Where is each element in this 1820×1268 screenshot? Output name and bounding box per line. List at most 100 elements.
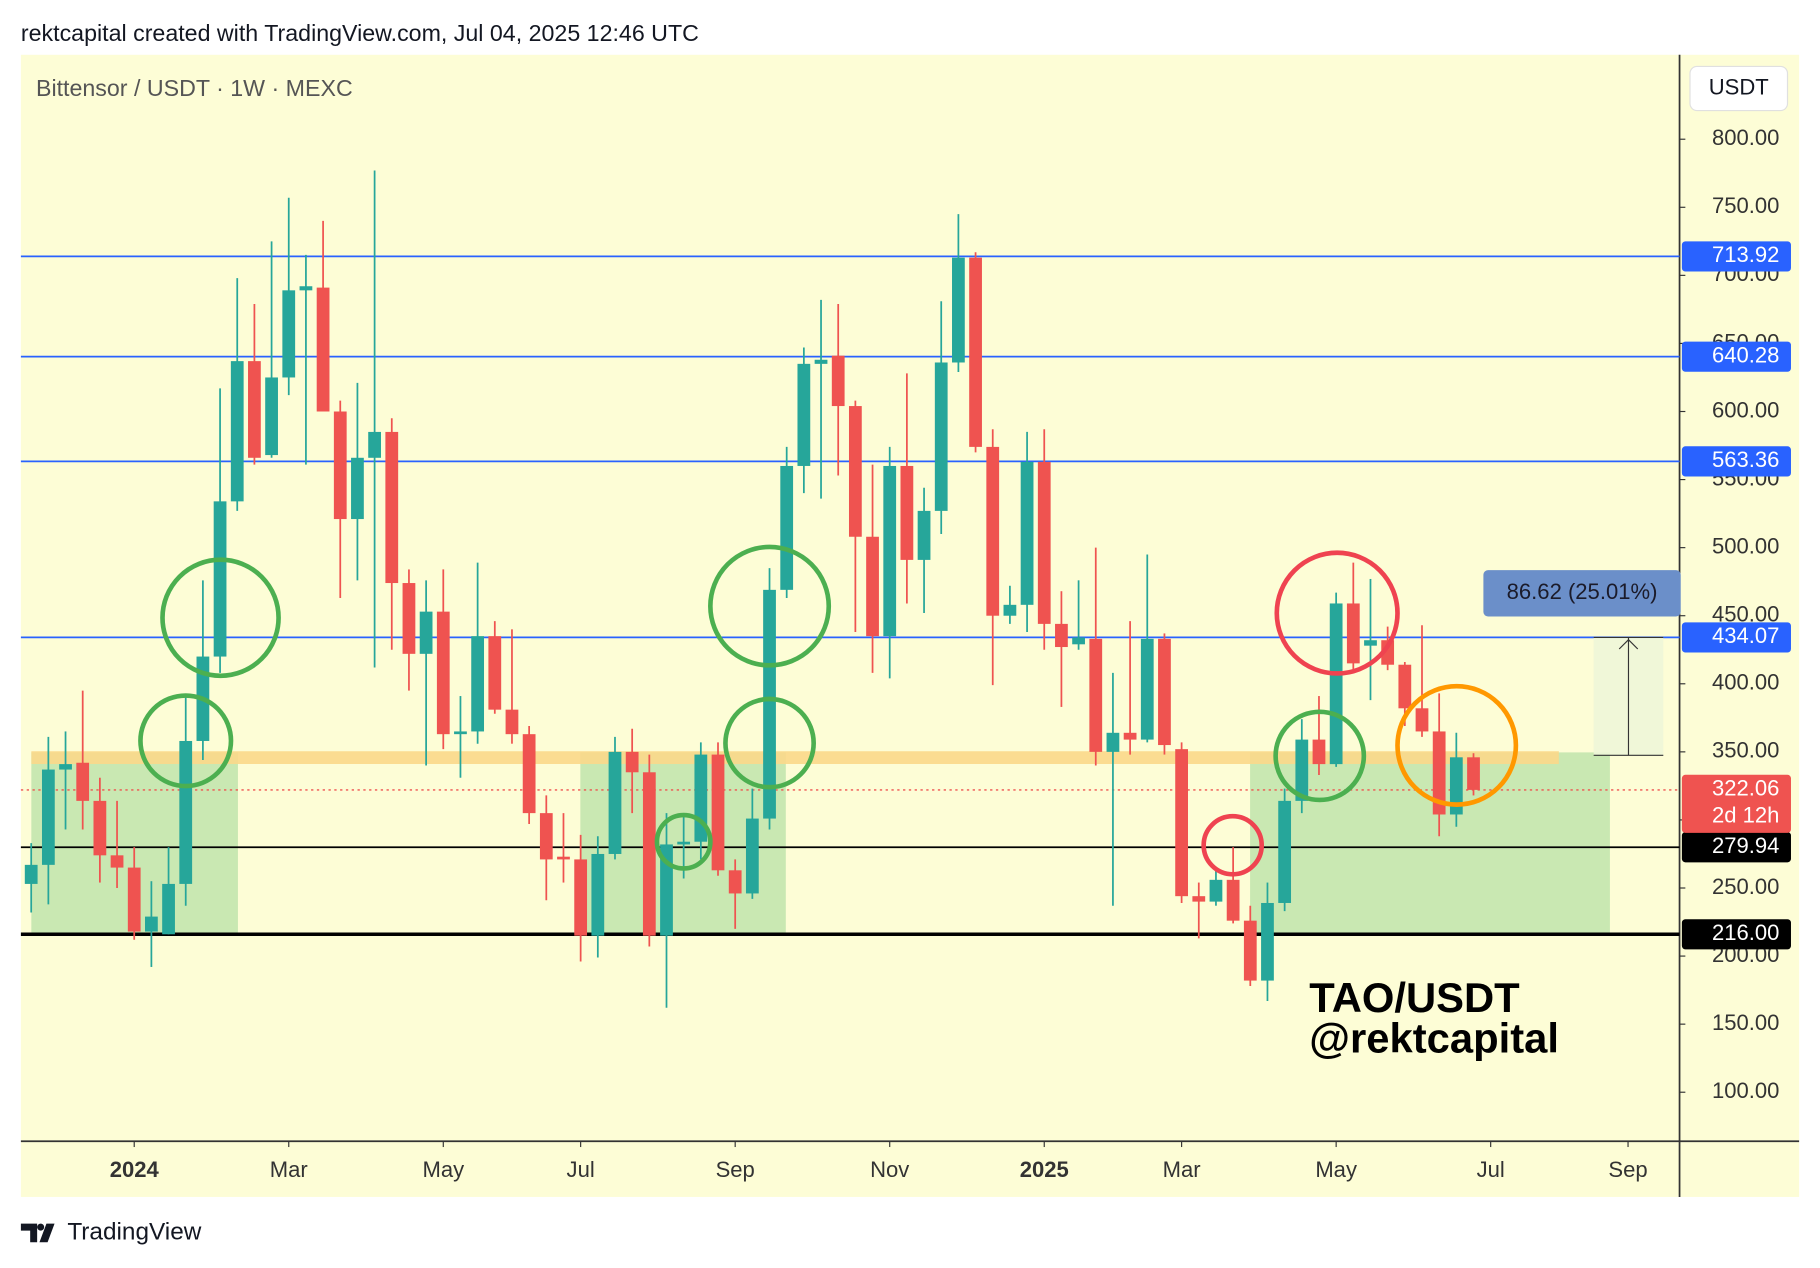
candle-body — [969, 257, 982, 447]
candle-body — [454, 731, 467, 735]
x-tick-label: May — [422, 1157, 464, 1182]
y-tick-label: 250.00 — [1712, 874, 1779, 899]
candle-body — [934, 362, 948, 511]
candle-body — [660, 844, 673, 936]
candle-body — [1140, 638, 1154, 740]
level-label: 216.00 — [1712, 920, 1779, 945]
x-tick-label: Mar — [270, 1157, 308, 1182]
candle-body — [1243, 920, 1257, 981]
candle-body — [162, 883, 175, 935]
candle-body — [145, 916, 158, 932]
circle — [138, 693, 234, 789]
candle-body — [471, 636, 485, 732]
x-tick-label: Nov — [870, 1157, 909, 1182]
y-tick-label: 400.00 — [1712, 670, 1779, 695]
candle-body — [608, 751, 622, 854]
candle-body — [24, 864, 38, 884]
x-tick-label: Sep — [1608, 1157, 1647, 1182]
candle-body — [1364, 640, 1377, 646]
circles — [138, 544, 1519, 877]
candle-body — [522, 734, 536, 814]
level-label-box — [1681, 341, 1791, 372]
candle-body — [866, 536, 879, 637]
circle — [708, 544, 832, 668]
circle — [1274, 550, 1400, 676]
circle — [1273, 709, 1367, 803]
footer-logo: TradingView — [20, 1218, 202, 1245]
candle-body — [299, 286, 313, 291]
candle-body — [76, 762, 90, 801]
candle-body — [419, 611, 433, 654]
last-price-label: 322.06 — [1712, 776, 1779, 801]
candle-body — [625, 751, 639, 773]
candle-body — [1020, 461, 1034, 605]
candle-body — [1295, 739, 1309, 801]
zone-box — [1250, 752, 1610, 935]
candle-body — [1346, 603, 1360, 664]
candle-body — [385, 431, 399, 584]
x-tick-label: Jul — [567, 1157, 595, 1182]
chart-title: Bittensor / USDT · 1W · MEXC — [36, 75, 353, 101]
currency-label: USDT — [1709, 74, 1769, 99]
candle-body — [1192, 896, 1206, 902]
candle-body — [986, 446, 1000, 616]
candle-body — [1278, 800, 1292, 903]
candle-body — [368, 431, 381, 458]
level-label-box — [1681, 622, 1791, 653]
candle-body — [505, 709, 519, 735]
level-label-box — [1681, 832, 1791, 863]
candle-body — [591, 853, 605, 936]
candle-body — [93, 800, 107, 856]
candle-body — [179, 740, 193, 884]
circle — [160, 557, 281, 679]
logo-icon — [20, 1223, 55, 1243]
candle-body — [711, 754, 725, 871]
candle-body — [557, 856, 570, 860]
candle-body — [1175, 749, 1188, 897]
currency-button[interactable] — [1689, 65, 1789, 112]
candle-body — [402, 583, 416, 654]
measure-arrowhead — [1618, 638, 1639, 650]
candle-body — [248, 361, 261, 458]
x-tick-label: Jul — [1477, 1157, 1505, 1182]
measure-label-box — [1483, 570, 1681, 617]
candle-body — [282, 290, 296, 378]
candle-body — [1381, 640, 1395, 665]
candle-body — [333, 411, 347, 520]
x-tick-label: Mar — [1163, 1157, 1201, 1182]
candle-body — [1261, 902, 1274, 981]
candle-body — [1449, 757, 1463, 815]
candle-body — [814, 359, 828, 364]
header: rektcapital created with TradingView.com… — [21, 20, 699, 46]
candle-body — [127, 867, 141, 932]
candle-body — [1467, 757, 1480, 790]
candle-body — [1158, 638, 1171, 746]
level-label: 713.92 — [1712, 242, 1779, 267]
countdown-label: 2d 12h — [1712, 802, 1779, 827]
level-label-box — [1681, 241, 1791, 272]
level-label: 563.36 — [1712, 447, 1779, 472]
candle-body — [1312, 739, 1326, 765]
y-tick-label: 350.00 — [1712, 738, 1779, 763]
candle-body — [59, 764, 72, 770]
last-price-box — [1681, 774, 1791, 833]
candle-body — [351, 457, 364, 520]
candle-body — [213, 501, 227, 657]
candle-body — [574, 859, 588, 936]
candle-body — [1123, 732, 1137, 740]
candle-body — [1415, 708, 1429, 732]
measure-label: 86.62 (25.01%) — [1507, 579, 1658, 604]
candle-body — [436, 611, 450, 735]
candle-body — [728, 870, 742, 894]
circle — [654, 812, 713, 871]
candle-body — [677, 841, 691, 845]
resistance-band — [31, 751, 1559, 764]
candle-body — [745, 818, 759, 894]
level-label-box — [1681, 446, 1791, 477]
footer: TradingView — [67, 1218, 201, 1245]
candle-body — [900, 465, 914, 560]
candle-body — [230, 361, 244, 502]
x-tick-label: 2025 — [1020, 1157, 1069, 1182]
level-label-box — [1681, 919, 1791, 950]
